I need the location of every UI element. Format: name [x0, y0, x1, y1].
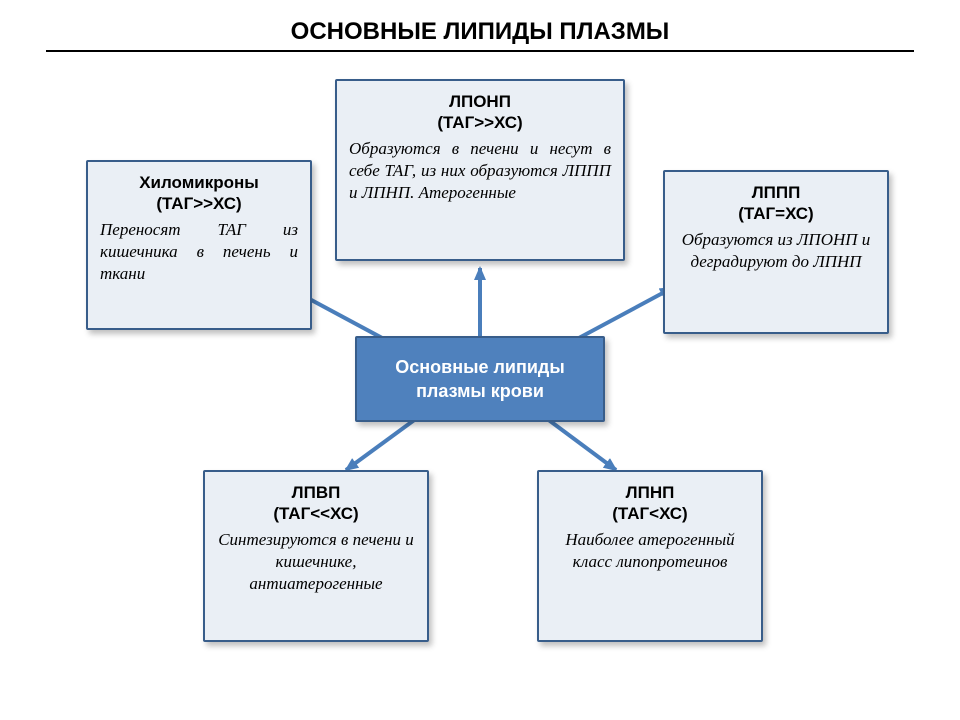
node-desc: Образуются в печени и несут в себе ТАГ, … — [349, 138, 611, 204]
hub-node: Основные липиды плазмы крови — [355, 336, 605, 422]
node-desc: Синтезируются в печени и кишечнике, анти… — [217, 529, 415, 595]
node-title: ЛПНП(ТАГ<ХС) — [551, 482, 749, 525]
hub-label: Основные липиды плазмы крови — [369, 355, 591, 404]
arrow — [546, 418, 616, 470]
node-chylo: Хиломикроны(ТАГ>>ХС)Переносят ТАГ из киш… — [86, 160, 312, 330]
node-hdl: ЛПВП(ТАГ<<ХС)Синтезируются в печени и ки… — [203, 470, 429, 642]
node-desc: Образуются из ЛПОНП и деградируют до ЛПН… — [677, 229, 875, 273]
node-title: ЛПВП(ТАГ<<ХС) — [217, 482, 415, 525]
node-title: Хиломикроны(ТАГ>>ХС) — [100, 172, 298, 215]
page-title: ОСНОВНЫЕ ЛИПИДЫ ПЛАЗМЫ — [0, 18, 960, 46]
node-idl: ЛППП(ТАГ=ХС)Образуются из ЛПОНП и деград… — [663, 170, 889, 334]
node-ldl: ЛПНП(ТАГ<ХС)Наиболее атерогенный класс л… — [537, 470, 763, 642]
title-underline — [46, 50, 914, 52]
node-title: ЛППП(ТАГ=ХС) — [677, 182, 875, 225]
arrow — [346, 418, 417, 470]
node-desc: Наиболее атерогенный класс липопротеинов — [551, 529, 749, 573]
node-title: ЛПОНП(ТАГ>>ХС) — [349, 91, 611, 134]
node-desc: Переносят ТАГ из кишечника в печень и тк… — [100, 219, 298, 285]
diagram-canvas: ОСНОВНЫЕ ЛИПИДЫ ПЛАЗМЫ Основные липиды п… — [0, 0, 960, 720]
node-vldl: ЛПОНП(ТАГ>>ХС)Образуются в печени и несу… — [335, 79, 625, 261]
